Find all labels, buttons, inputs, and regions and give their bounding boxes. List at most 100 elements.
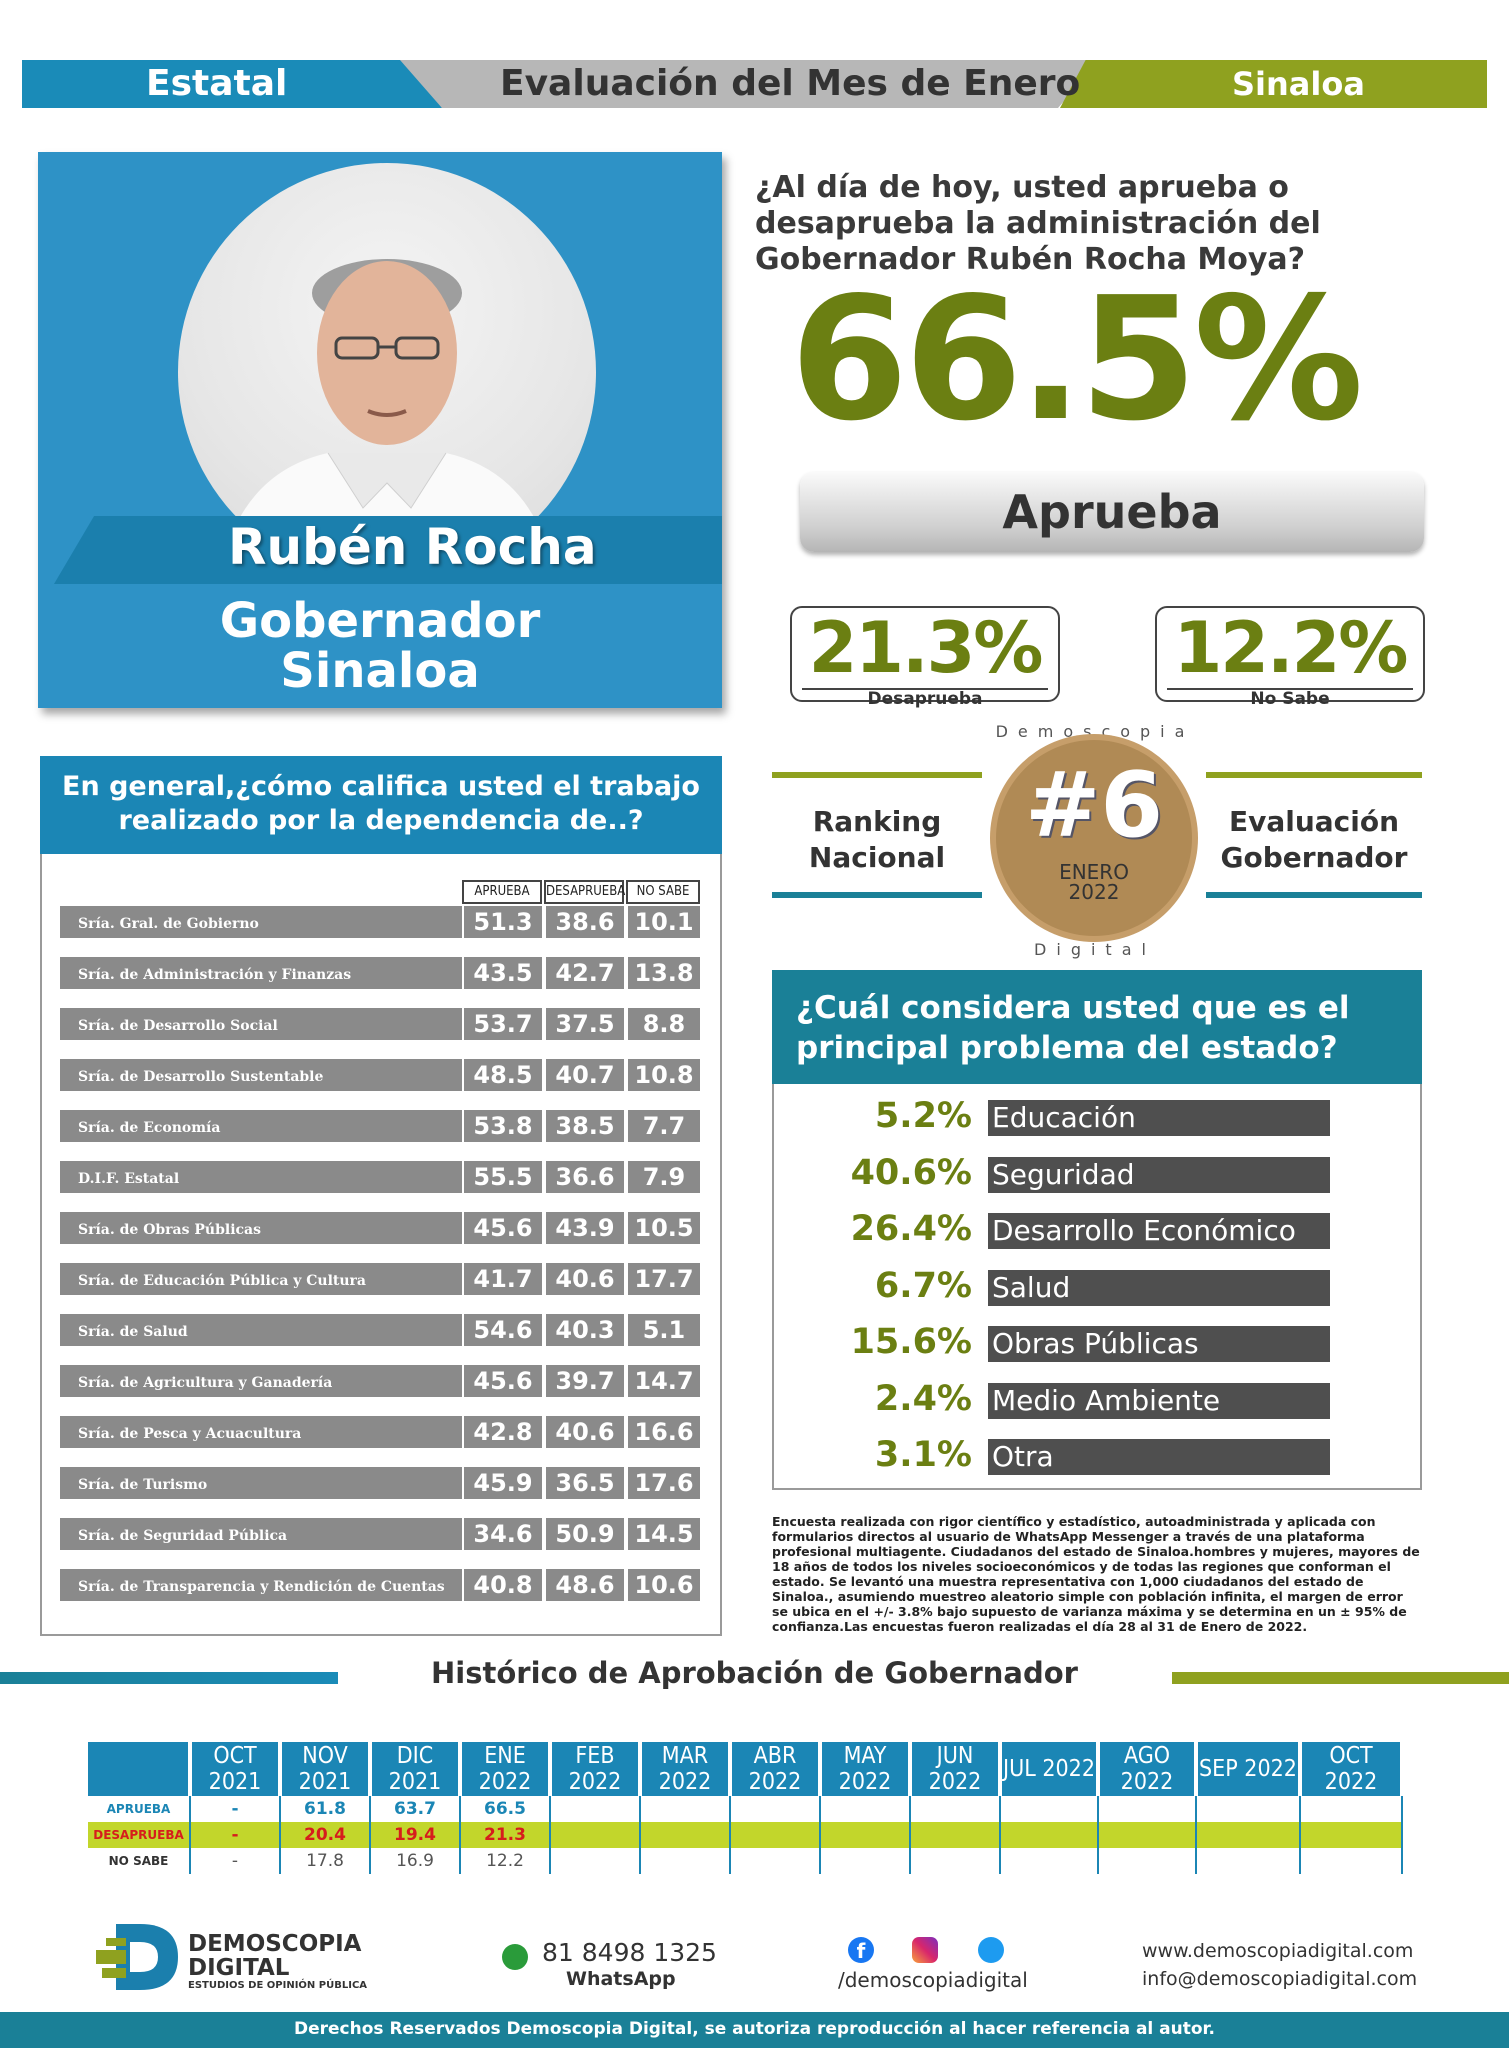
dependencia-row: Sría. de Desarrollo Social 53.7 37.5 8.8 [60, 1008, 700, 1040]
hist-cell [1000, 1848, 1099, 1874]
instagram-icon[interactable] [912, 1937, 938, 1963]
hist-cell [1300, 1796, 1403, 1822]
hist-row-label: APRUEBA [88, 1796, 191, 1822]
disapprove-box: 21.3% Desaprueba [790, 606, 1060, 708]
dependencia-name: Sría. de Transparencia y Rendición de Cu… [60, 1569, 462, 1601]
dependencia-name: Sría. de Desarrollo Social [60, 1008, 462, 1040]
hist-cell [550, 1796, 641, 1822]
hist-cell: - [190, 1848, 281, 1874]
hist-corner [88, 1742, 192, 1796]
nosabe-cell: 5.1 [628, 1314, 700, 1346]
phone-number[interactable]: 81 8498 1325 [542, 1938, 717, 1967]
hist-cell [1196, 1848, 1301, 1874]
governor-name: Rubén Rocha [228, 518, 597, 576]
hist-month-header: MAR 2022 [640, 1742, 732, 1796]
nosabe-cell: 17.6 [628, 1467, 700, 1499]
hist-row-label: NO SABE [88, 1848, 191, 1874]
aprueba-cell: 48.5 [464, 1059, 542, 1091]
dependencia-name: Sría. de Agricultura y Ganadería [60, 1365, 462, 1397]
hist-row-label: DESAPRUEBA [88, 1822, 191, 1848]
dependencia-row: Sría. de Obras Públicas 45.6 43.9 10.5 [60, 1212, 700, 1244]
header-title: Evaluación del Mes de Enero [500, 63, 1081, 104]
hist-cell [730, 1822, 821, 1848]
brand-sub: ESTUDIOS DE OPINIÓN PÚBLICA [188, 1980, 368, 1991]
col-aprueba: APRUEBA [462, 880, 542, 904]
brand-line2: DIGITAL [188, 1955, 290, 1981]
approval-question: ¿Al día de hoy, usted aprueba o desaprue… [755, 170, 1321, 277]
problema-value: 15.6% [850, 1322, 972, 1362]
hist-cell [820, 1848, 911, 1874]
problema-label: Otra [988, 1439, 1330, 1475]
problema-label: Salud [988, 1269, 1330, 1306]
problema-value: 6.7% [874, 1265, 972, 1306]
hist-cell [820, 1822, 911, 1848]
dependencia-row: Sría. de Salud 54.6 40.3 5.1 [60, 1314, 700, 1346]
aprueba-cell: 42.8 [464, 1416, 542, 1448]
hist-cell [1098, 1848, 1197, 1874]
hist-cell: 20.4 [280, 1822, 371, 1848]
header-bar-left [22, 60, 442, 108]
desaprueba-cell: 40.7 [546, 1059, 624, 1091]
hist-month-header: MAY 2022 [820, 1742, 912, 1796]
nosabe-cell: 10.8 [628, 1059, 700, 1091]
desaprueba-cell: 40.3 [546, 1314, 624, 1346]
ranking-right-line2: Gobernador [1220, 841, 1408, 874]
dependencia-name: Sría. de Administración y Finanzas [60, 957, 462, 989]
ranking-seal: #6 ENERO 2022 [996, 740, 1192, 936]
facebook-icon[interactable]: f [848, 1937, 874, 1963]
governor-role: Gobernador Sinaloa [0, 596, 760, 696]
nosabe-cell: 7.7 [628, 1110, 700, 1142]
header-right-label: Sinaloa [1232, 65, 1365, 103]
nosabe-cell: 17.7 [628, 1263, 700, 1295]
hist-cell [1000, 1796, 1099, 1822]
hist-month-header: FEB 2022 [550, 1742, 642, 1796]
hist-month-header: OCT 2022 [1300, 1742, 1404, 1796]
dependencia-row: Sría. de Administración y Finanzas 43.5 42… [60, 957, 700, 989]
nosabe-cell: 13.8 [628, 957, 700, 989]
nosabe-cell: 10.5 [628, 1212, 700, 1244]
header-left-label: Estatal [146, 63, 288, 104]
col-nosabe: NO SABE [626, 880, 700, 904]
brand-name: DEMOSCOPIA DIGITAL ESTUDIOS DE OPINIÓN P… [188, 1932, 367, 1992]
hist-cell [1300, 1822, 1403, 1848]
hist-cell: 17.8 [280, 1848, 371, 1874]
desaprueba-cell: 36.6 [546, 1161, 624, 1193]
hist-line-right [1172, 1672, 1509, 1684]
hist-month-header: AGO 2022 [1098, 1742, 1198, 1796]
hist-month-header: OCT 2021 [190, 1742, 282, 1796]
hist-month-header: JUN 2022 [910, 1742, 1002, 1796]
dependencia-row: Sría. de Educación Pública y Cultura 41.7… [60, 1263, 700, 1295]
hist-cell: 16.9 [370, 1848, 461, 1874]
ranking-line-top-left [772, 772, 982, 778]
nosabe-cell: 14.7 [628, 1365, 700, 1397]
rank-month: ENERO [1059, 860, 1129, 884]
ranking-line-bottom-right [1206, 892, 1422, 898]
dependencia-row: Sría. de Economía 53.8 38.5 7.7 [60, 1110, 700, 1142]
hist-line-left [0, 1672, 338, 1684]
problema-value: 40.6% [850, 1152, 972, 1193]
dependencia-row: Sría. Gral. de Gobierno 51.3 38.6 10.1 [60, 906, 700, 938]
aprueba-cell: 53.7 [464, 1008, 542, 1040]
hist-cell [550, 1822, 641, 1848]
hist-cell: 63.7 [370, 1796, 461, 1822]
problema-label: Seguridad [988, 1156, 1330, 1193]
hist-cell [1000, 1822, 1099, 1848]
role-line-2: Sinaloa [280, 643, 480, 699]
rank-year: 2022 [1068, 880, 1120, 904]
ranking-left-line1: Ranking [812, 805, 942, 838]
email-link[interactable]: info@demoscopiadigital.com [1142, 1968, 1418, 1990]
desaprueba-cell: 38.6 [546, 906, 624, 938]
social-handle[interactable]: /demoscopiadigital [838, 1968, 1028, 1992]
ranking-left-label: Ranking Nacional [772, 804, 982, 876]
disapprove-value: 21.3% [808, 607, 1044, 689]
historico-table: OCT 2021 NOV 2021 DIC 2021 ENE 2022 FEB 2022… [88, 1742, 1404, 1874]
methodology-note: Encuesta realizada con rigor científico … [772, 1514, 1420, 1634]
hist-cell [550, 1848, 641, 1874]
dependencia-name: Sría. de Seguridad Pública [60, 1518, 462, 1550]
dependencia-row: Sría. de Transparencia y Rendición de Cu… [60, 1569, 700, 1601]
twitter-icon[interactable] [978, 1937, 1004, 1963]
disapprove-label: Desaprueba [802, 688, 1048, 708]
problema-value: 5.2% [874, 1096, 972, 1136]
ranking-line-bottom-left [772, 892, 982, 898]
website-link[interactable]: www.demoscopiadigital.com [1142, 1940, 1414, 1962]
